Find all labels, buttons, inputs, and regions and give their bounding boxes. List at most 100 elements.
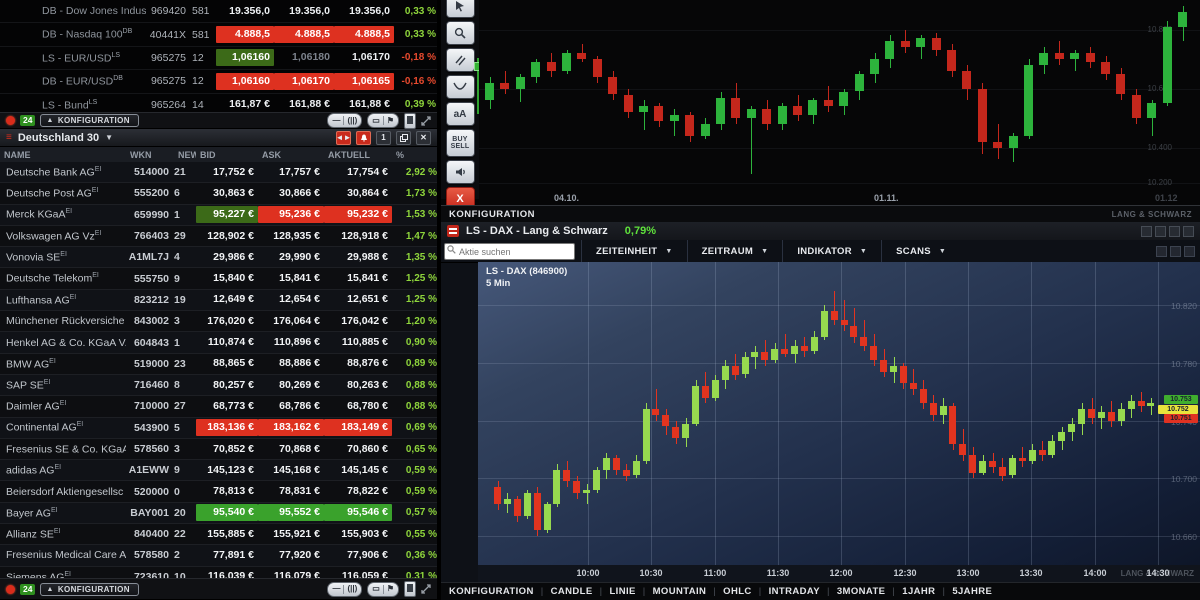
charttype-menu-item[interactable]: LINIE — [609, 586, 636, 597]
table-row[interactable]: DB - Nasdaq 100DB 40441X 581 4.888,5 4.888,5… — [0, 23, 437, 47]
table-row[interactable]: Deutsche TelekomEI 555750 9 15,840 €15,841 … — [0, 268, 437, 290]
charttype-menu-item[interactable]: 3MONATE — [836, 586, 886, 597]
table-row[interactable]: Deutsche Post AGEI 555200 6 30,863 €30,866 … — [0, 183, 437, 205]
candle-wick — [853, 308, 855, 343]
candle-body — [820, 311, 828, 338]
phone-icon[interactable] — [404, 112, 416, 129]
table-row[interactable]: Bayer AGEI BAY001 20 95,540 €95,552 €95,546… — [0, 502, 437, 525]
parallel-lines-button[interactable] — [445, 48, 475, 72]
candle-body — [592, 59, 602, 77]
table-row[interactable]: Deutsche Bank AGEI 514000 21 17,752 €17,757… — [0, 162, 437, 184]
bid-cell: 68,773 € — [213, 399, 254, 412]
daily-chart-plot[interactable]: 10.800 10.600 10.400 10.200 — [479, 0, 1200, 192]
table-row[interactable]: SAP SEEI 716460 8 80,257 €80,269 €80,263 €0… — [0, 374, 437, 397]
window-control-icon[interactable] — [1183, 225, 1194, 237]
konfiguration-label[interactable]: KONFIGURATION — [449, 208, 536, 220]
window-control-icon[interactable] — [1155, 225, 1166, 237]
chevron-down-icon[interactable]: ▼ — [105, 133, 114, 142]
charttype-menu-item[interactable]: 5JAHRE — [952, 586, 993, 597]
menu-zeiteinheit[interactable]: ZEITEINHEIT ▼ — [581, 240, 687, 262]
minimize-toggle[interactable]: — (||) — [327, 581, 363, 597]
window-control-icon[interactable] — [1141, 225, 1152, 237]
popout-button[interactable] — [396, 130, 411, 145]
toolbar-mini-icon[interactable] — [1156, 245, 1167, 257]
candle-body — [989, 461, 996, 467]
candle-wick — [581, 44, 583, 62]
candle-wick — [997, 124, 999, 160]
phone-icon[interactable] — [404, 581, 416, 597]
table-row[interactable]: Vonovia SEEI A1ML7J 4 29,986 €29,990 €29,98… — [0, 247, 437, 269]
toolbar-mini-icon[interactable] — [1184, 245, 1195, 257]
link-windows-button[interactable]: ◄► — [336, 130, 351, 145]
text-button[interactable]: aA — [445, 102, 475, 126]
stock-search-input[interactable] — [444, 243, 575, 261]
gridline — [478, 420, 1200, 422]
candle-body — [899, 365, 907, 384]
candle-body — [1147, 103, 1157, 119]
candle-body — [762, 109, 772, 125]
candle-body — [1107, 412, 1115, 421]
table-row[interactable]: Allianz SEEI 840400 22 155,885 €155,921 €15… — [0, 524, 437, 546]
menu-zeitraum[interactable]: ZEITRAUM ▼ — [686, 240, 783, 262]
intraday-titlebar[interactable]: LS - DAX - Lang & Schwarz 0,79% — [441, 222, 1200, 241]
charttype-menu-item[interactable]: 1JAHR — [902, 586, 936, 597]
watchlist-window-titlebar[interactable]: ≡ Deutschland 30 ▼ ◄► 1 ✕ — [0, 129, 437, 147]
flag-toggle[interactable]: ▭ ⚑ — [367, 581, 399, 597]
close-button[interactable]: ✕ — [416, 130, 431, 145]
table-row[interactable]: Fresenius SE & Co. KGaAEI578560370,852 €… — [0, 438, 437, 461]
resize-icon[interactable] — [421, 584, 431, 594]
table-row[interactable]: Merck KGaAEI 659990 1 95,227 €95,236 €95,23… — [0, 204, 437, 226]
konfiguration-button[interactable]: ▲ KONFIGURATION — [40, 114, 139, 127]
window-number-button[interactable]: 1 — [376, 130, 391, 145]
toolbar-mini-icon[interactable] — [1170, 245, 1181, 257]
ask-cell: 155,921 € — [273, 527, 320, 540]
alarm-bell-button[interactable] — [356, 130, 371, 145]
charttype-menu-item[interactable]: KONFIGURATION — [449, 586, 534, 597]
last-cell: 128,918 € — [341, 229, 388, 242]
bid-cell: 12,649 € — [213, 293, 254, 306]
percent-change: 1,73 % — [405, 187, 437, 199]
table-row[interactable]: Volkswagen AG VzEI 766403 29 128,902 €128,9… — [0, 225, 437, 248]
pointer-button[interactable] — [445, 0, 475, 18]
charttype-menu-item[interactable]: INTRADAY — [768, 586, 820, 597]
menu-indikator[interactable]: INDIKATOR ▼ — [782, 240, 881, 262]
menu-scans[interactable]: SCANS ▼ — [881, 240, 960, 262]
menu-icon[interactable]: ≡ — [6, 131, 12, 143]
time-label: 12:00 — [829, 568, 853, 578]
table-row[interactable]: LS - EUR/USDLS 965275 12 1,06160 1,06180 1,06… — [0, 47, 437, 71]
percent-change: 0,89 % — [405, 358, 437, 370]
flag-toggle[interactable]: ▭ ⚑ — [367, 113, 399, 128]
charttype-menu-item[interactable]: OHLC — [723, 586, 752, 597]
table-row[interactable]: Henkel AG & Co. KGaA V. 604843 1 110,874 €1… — [0, 332, 437, 354]
table-row[interactable]: adidas AGEI A1EWW 9 145,123 €145,168 €145,1… — [0, 460, 437, 482]
table-row[interactable]: Beiersdorf Aktiengesellsc 520000 0 78,813 €… — [0, 481, 437, 503]
table-row[interactable]: Siemens AGEI 723610 10 116,039 €116,079 €11… — [0, 566, 437, 578]
charttype-menu-item[interactable]: MOUNTAIN — [652, 586, 707, 597]
bid-cell: 29,986 € — [213, 250, 254, 263]
table-row[interactable]: BMW AGEI 519000 23 88,865 €88,886 €88,876 €… — [0, 353, 437, 375]
change-percent: 0,79% — [624, 225, 656, 237]
resize-icon[interactable] — [421, 115, 431, 126]
intraday-chart-plot[interactable]: LS - DAX (846900) 5 Min 10.820 10.780 10.7… — [478, 262, 1200, 565]
candle-body — [885, 41, 895, 60]
ask-cell: 95,236 € — [258, 206, 324, 224]
table-row[interactable]: Fresenius Medical Care A 578580 2 77,891 €7… — [0, 545, 437, 567]
instrument-name: Deutsche Post AGEI — [6, 187, 99, 200]
konfiguration-button[interactable]: ▲ KONFIGURATION — [40, 582, 139, 596]
instrument-name: Bayer AGEI — [6, 506, 58, 520]
bid-cell: 70,852 € — [213, 442, 254, 455]
table-row[interactable]: Daimler AGEI 710000 27 68,773 €68,786 €68,7… — [0, 396, 437, 418]
search-button[interactable] — [445, 21, 475, 45]
curve-button[interactable] — [445, 75, 475, 99]
table-row[interactable]: DB - EUR/USDDB 965275 12 1,06160 1,06170 1,06… — [0, 70, 437, 94]
window-control-icon[interactable] — [1169, 225, 1180, 237]
minimize-toggle[interactable]: — (||) — [327, 113, 363, 128]
table-row[interactable]: DB - Dow Jones Industria96942058119.356,… — [0, 0, 437, 24]
table-row[interactable]: Münchener Rückversiche 843002 3 176,020 €17… — [0, 311, 437, 333]
table-row[interactable]: Lufthansa AGEI 823212 19 12,649 €12,654 €12… — [0, 289, 437, 312]
table-row[interactable]: Continental AGEI 543900 5 183,136 €183,162 … — [0, 417, 437, 439]
charttype-menu-item[interactable]: CANDLE — [550, 586, 593, 597]
speaker-button[interactable] — [445, 160, 475, 184]
candle-body — [1038, 449, 1046, 456]
